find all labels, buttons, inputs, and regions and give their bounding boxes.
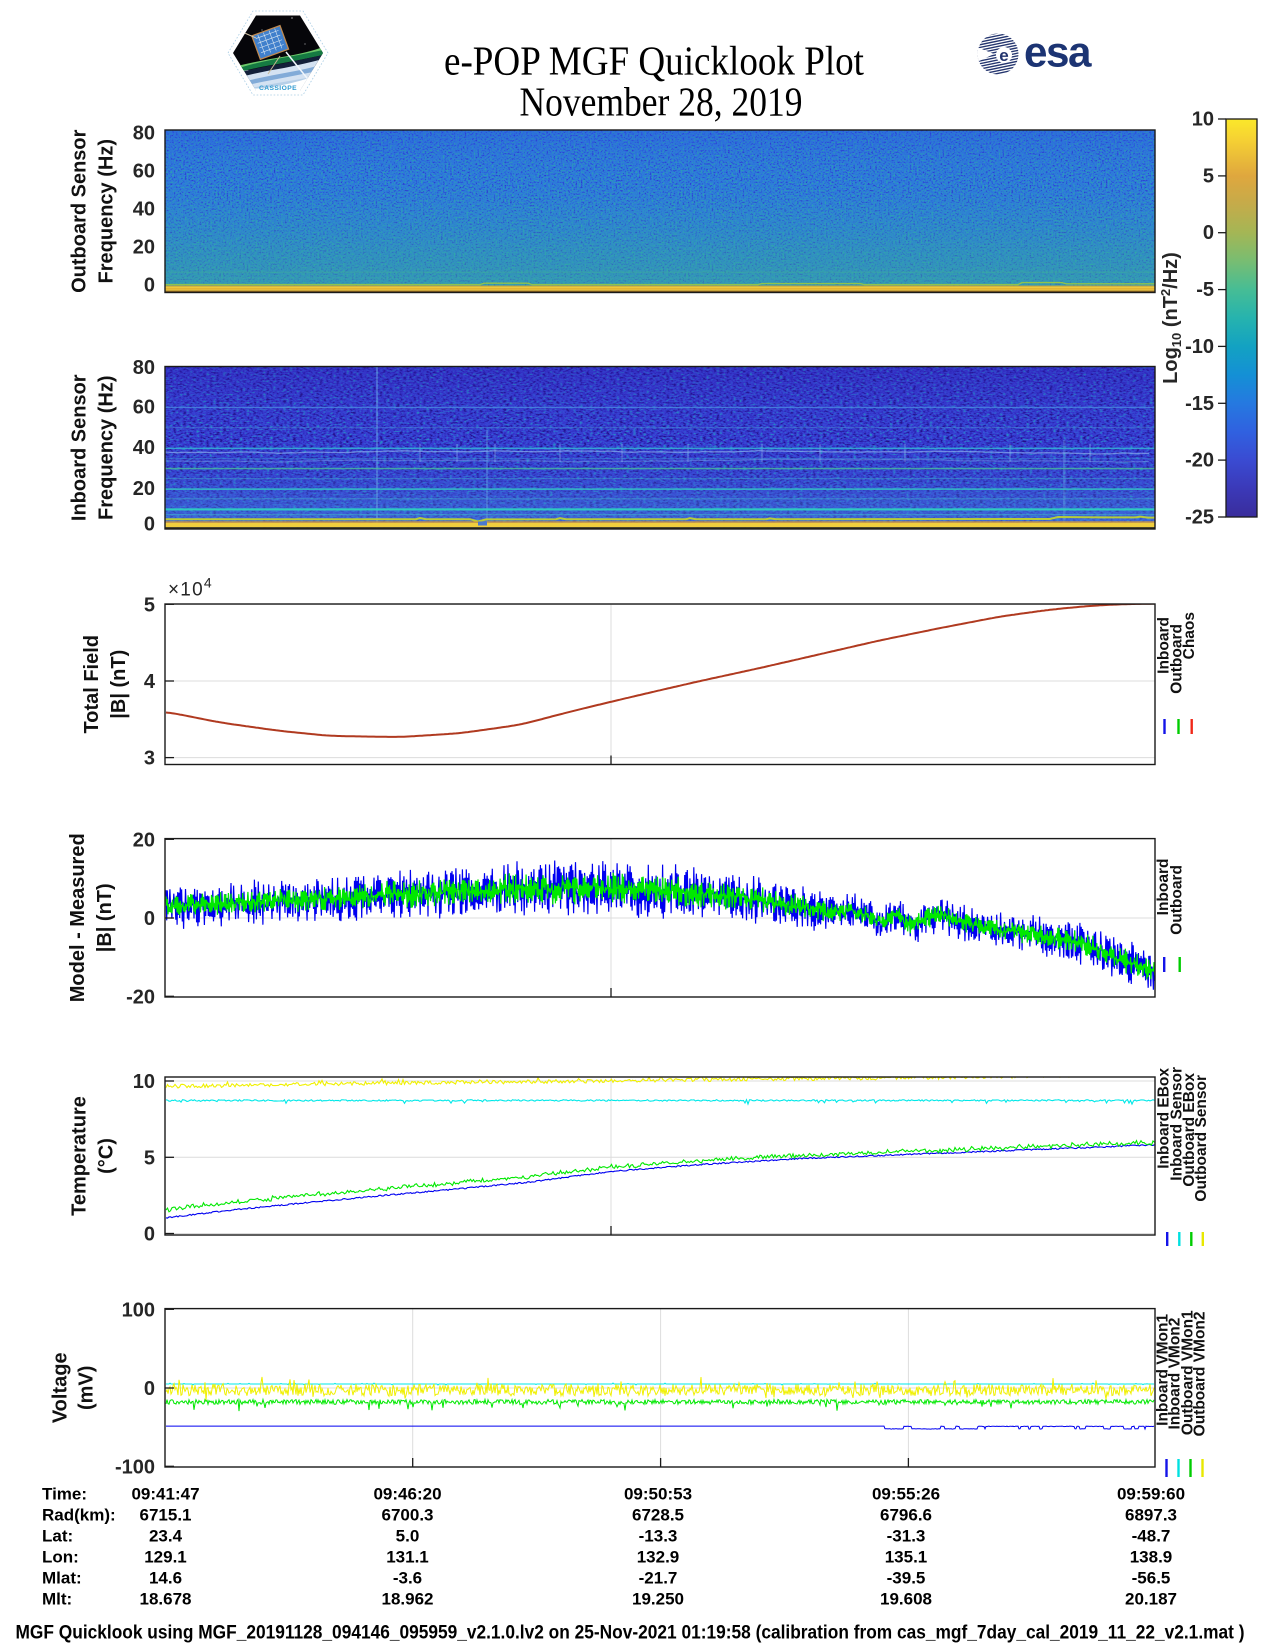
svg-text:138.9: 138.9	[1130, 1548, 1173, 1567]
svg-text:Outboard VMon2: Outboard VMon2	[1191, 1312, 1208, 1437]
svg-text:09:50:53: 09:50:53	[624, 1485, 692, 1504]
svg-text:Inboard EBox: Inboard EBox	[1156, 1068, 1173, 1169]
svg-text:esa: esa	[1024, 29, 1093, 77]
svg-text:Inboard Sensor: Inboard Sensor	[1169, 1067, 1186, 1181]
svg-text:Outboard: Outboard	[1169, 624, 1186, 694]
svg-text:0: 0	[144, 514, 155, 536]
svg-text:-25: -25	[1185, 507, 1214, 529]
svg-text:-10: -10	[1185, 336, 1214, 358]
svg-text:6715.1: 6715.1	[140, 1506, 192, 1525]
svg-text:-39.5: -39.5	[887, 1569, 926, 1588]
svg-text:November 28, 2019: November 28, 2019	[520, 79, 803, 125]
svg-text:19.608: 19.608	[880, 1590, 932, 1609]
svg-text:|B| (nT): |B| (nT)	[108, 650, 130, 719]
svg-text:18.678: 18.678	[140, 1590, 192, 1609]
svg-text:|B| (nT): |B| (nT)	[94, 883, 116, 952]
svg-text:Temperature: Temperature	[69, 1096, 91, 1216]
svg-text:-56.5: -56.5	[1132, 1569, 1171, 1588]
svg-text:Lat:: Lat:	[42, 1527, 73, 1546]
svg-text:20: 20	[133, 478, 155, 500]
svg-text:135.1: 135.1	[885, 1548, 928, 1567]
svg-text:Outboard: Outboard	[1168, 865, 1185, 935]
svg-text:6897.3: 6897.3	[1125, 1506, 1177, 1525]
svg-text:09:41:47: 09:41:47	[131, 1485, 199, 1504]
svg-text:Inboard: Inboard	[1155, 859, 1172, 916]
svg-text:10: 10	[133, 1071, 155, 1093]
svg-text:Outboard Sensor: Outboard Sensor	[1193, 1075, 1210, 1202]
svg-text:60: 60	[133, 396, 155, 418]
svg-text:Outboard Sensor: Outboard Sensor	[69, 129, 91, 293]
svg-text:0: 0	[144, 908, 155, 930]
svg-text:09:59:60: 09:59:60	[1117, 1485, 1185, 1504]
svg-text:5.0: 5.0	[396, 1527, 420, 1546]
svg-text:0: 0	[144, 275, 155, 297]
svg-text:20: 20	[133, 829, 155, 851]
svg-text:-31.3: -31.3	[887, 1527, 926, 1546]
svg-text:CASSIOPE: CASSIOPE	[259, 85, 297, 92]
svg-text:19.250: 19.250	[632, 1590, 684, 1609]
svg-text:Frequency (Hz): Frequency (Hz)	[96, 376, 118, 520]
svg-text:20.187: 20.187	[1125, 1590, 1177, 1609]
svg-text:Mlt:: Mlt:	[42, 1590, 72, 1609]
svg-text:Voltage: Voltage	[50, 1352, 72, 1423]
svg-text:-20: -20	[1185, 450, 1214, 472]
svg-text:18.962: 18.962	[382, 1590, 434, 1609]
svg-text:Model - Measured: Model - Measured	[67, 833, 89, 1002]
svg-text:-5: -5	[1196, 279, 1214, 301]
svg-text:Lon:: Lon:	[42, 1548, 79, 1567]
svg-text:132.9: 132.9	[637, 1548, 680, 1567]
svg-text:-20: -20	[126, 986, 155, 1008]
svg-text:60: 60	[133, 161, 155, 183]
svg-text:Time:: Time:	[42, 1485, 87, 1504]
svg-text:-100: -100	[115, 1456, 155, 1478]
svg-text:e-POP MGF Quicklook Plot: e-POP MGF Quicklook Plot	[444, 38, 865, 84]
svg-text:80: 80	[133, 123, 155, 145]
svg-text:09:55:26: 09:55:26	[872, 1485, 940, 1504]
svg-text:(°C): (°C)	[96, 1138, 118, 1174]
svg-text:4: 4	[144, 671, 156, 693]
svg-text:Frequency (Hz): Frequency (Hz)	[96, 139, 118, 283]
svg-text:Rad(km):: Rad(km):	[42, 1506, 116, 1525]
svg-text:3: 3	[144, 748, 155, 770]
svg-text:23.4: 23.4	[149, 1527, 183, 1546]
svg-text:-21.7: -21.7	[639, 1569, 678, 1588]
svg-text:Outboard VMon1: Outboard VMon1	[1180, 1310, 1197, 1435]
svg-text:20: 20	[133, 237, 155, 259]
svg-text:0: 0	[144, 1224, 155, 1246]
svg-text:10: 10	[1192, 109, 1214, 131]
svg-text:Inboard VMon2: Inboard VMon2	[1167, 1318, 1184, 1430]
svg-text:-15: -15	[1185, 393, 1214, 415]
svg-text:-13.3: -13.3	[639, 1527, 678, 1546]
svg-text:6700.3: 6700.3	[382, 1506, 434, 1525]
svg-text:Inboard: Inboard	[1156, 617, 1173, 674]
svg-text:Inboard Sensor: Inboard Sensor	[69, 374, 91, 521]
svg-text:6728.5: 6728.5	[632, 1506, 684, 1525]
svg-text:-3.6: -3.6	[393, 1569, 422, 1588]
svg-text:14.6: 14.6	[149, 1569, 182, 1588]
svg-text:Mlat:: Mlat:	[42, 1569, 82, 1588]
svg-text:Chaos: Chaos	[1181, 612, 1198, 659]
svg-text:Total Field: Total Field	[81, 635, 103, 734]
svg-text:131.1: 131.1	[386, 1548, 429, 1567]
svg-text:40: 40	[133, 437, 155, 459]
svg-text:Inboard VMon1: Inboard VMon1	[1154, 1314, 1171, 1426]
svg-text:5: 5	[1203, 165, 1214, 187]
svg-text:6796.6: 6796.6	[880, 1506, 932, 1525]
svg-text:5: 5	[144, 594, 155, 616]
svg-text:-48.7: -48.7	[1132, 1527, 1171, 1546]
svg-text:129.1: 129.1	[144, 1548, 187, 1567]
svg-text:5: 5	[144, 1147, 155, 1169]
svg-text:100: 100	[122, 1299, 155, 1321]
svg-text:40: 40	[133, 199, 155, 221]
svg-text:Log10 (nT2/Hz): Log10 (nT2/Hz)	[1158, 252, 1184, 384]
svg-text:Outboard EBox: Outboard EBox	[1181, 1073, 1198, 1187]
svg-text:e: e	[999, 46, 1008, 65]
svg-text:(mV): (mV)	[76, 1366, 98, 1410]
svg-text:0: 0	[1203, 222, 1214, 244]
svg-text:09:46:20: 09:46:20	[373, 1485, 441, 1504]
svg-text:MGF Quicklook using MGF_201911: MGF Quicklook using MGF_20191128_094146_…	[16, 1623, 1245, 1644]
svg-text:0: 0	[144, 1378, 155, 1400]
svg-text:80: 80	[133, 357, 155, 379]
